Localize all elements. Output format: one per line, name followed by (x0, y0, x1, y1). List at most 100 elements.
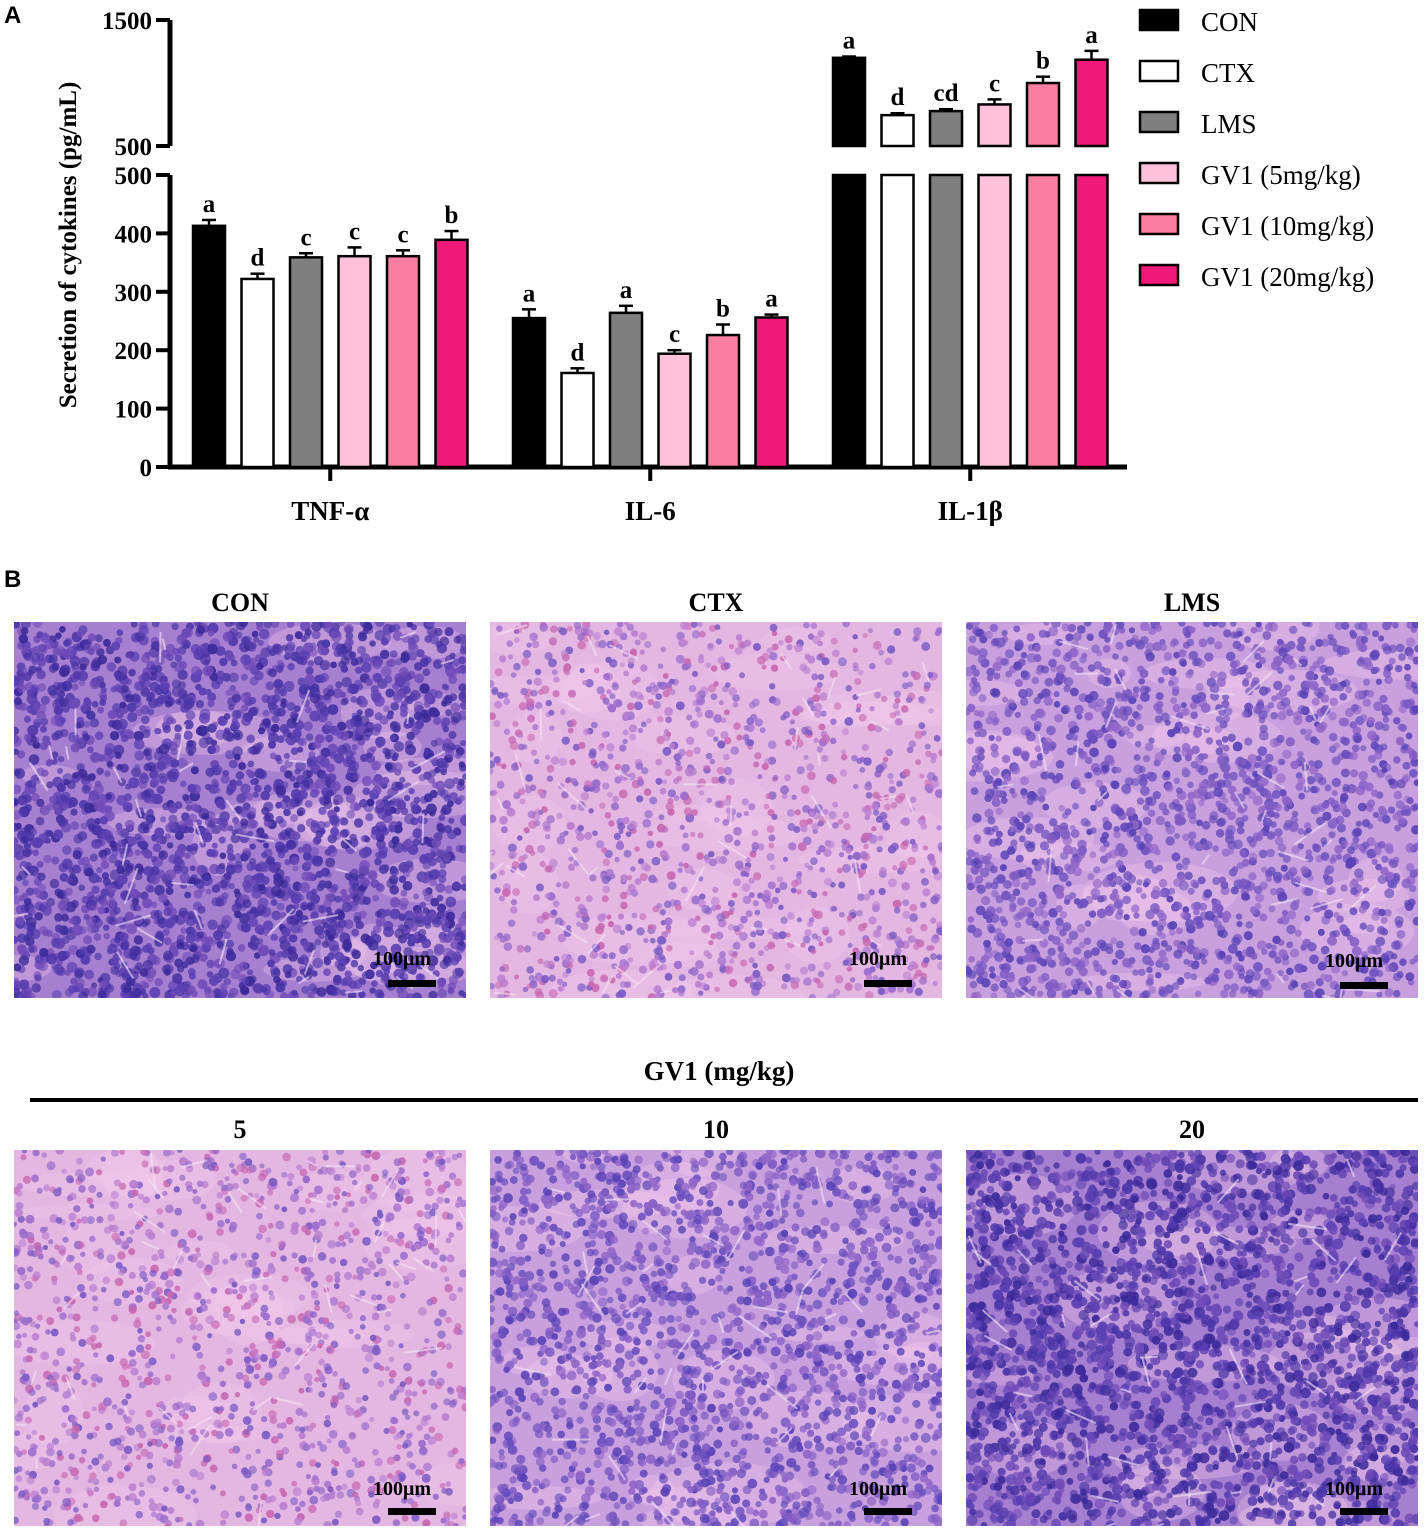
scale-bar-lms (1340, 982, 1388, 989)
significance-letter: a (203, 191, 216, 218)
bar (928, 173, 964, 469)
significance-letter: c (397, 221, 408, 248)
significance-letter: c (349, 218, 360, 245)
scale-bar-gv1-10 (864, 1508, 912, 1515)
significance-letter: a (843, 28, 856, 55)
significance-letter: a (523, 280, 536, 307)
micrograph-title-gv1-5: 5 (233, 1115, 247, 1144)
significance-letter: c (669, 321, 680, 348)
micrograph-title-gv1-10: 10 (703, 1115, 729, 1144)
legend-swatch (1138, 110, 1180, 134)
panel-b-label: B (4, 566, 22, 593)
significance-letter: c (989, 70, 1000, 97)
significance-letter: cd (934, 80, 959, 107)
tissue-texture (966, 1150, 1418, 1526)
significance-letter: c (300, 224, 311, 251)
bar (337, 254, 372, 469)
scale-label-gv1-10: 100μm (849, 1478, 907, 1500)
tissue-texture (14, 622, 466, 998)
micrograph-title-gv1-20: 20 (1179, 1115, 1205, 1144)
bar-layer: a d c c c b a d a c b a a d cd c b a (191, 22, 1109, 469)
bar (191, 224, 227, 469)
bar (608, 311, 644, 469)
y-tick-label: 100 (115, 397, 153, 424)
tissue-texture (14, 1150, 466, 1526)
x-tick-label: IL-1β (938, 496, 1003, 526)
legend-label: GV1 (10mg/kg) (1201, 211, 1374, 241)
legend-label: CTX (1201, 58, 1256, 88)
bar (977, 173, 1012, 469)
tissue-texture (966, 622, 1418, 998)
significance-letter: d (891, 84, 905, 111)
significance-letter: a (1085, 22, 1098, 49)
legend-swatch (1138, 263, 1180, 287)
micrograph-title-ctx: CTX (688, 588, 744, 617)
bar-upper (880, 113, 915, 148)
bar (831, 173, 867, 469)
bar (705, 333, 741, 469)
bar (754, 316, 789, 469)
significance-letter: b (716, 296, 730, 323)
significance-letter: a (620, 277, 633, 304)
bar-upper (977, 103, 1012, 148)
bar-upper (928, 109, 964, 148)
bar (1025, 173, 1061, 469)
bar (511, 316, 547, 469)
legend-swatch (1138, 8, 1180, 32)
micrograph-gv1-5 (14, 1150, 466, 1526)
scale-label-gv1-5: 100μm (373, 1478, 431, 1500)
scale-bar-con (388, 980, 436, 987)
scale-bar-gv1-20 (1340, 1508, 1388, 1515)
scale-bar-ctx (864, 980, 912, 987)
y-tick-label: 500 (115, 163, 153, 190)
micrograph-title-con: CON (211, 588, 269, 617)
tissue-texture (490, 1150, 942, 1526)
bar (880, 173, 915, 469)
micrograph-lms (966, 622, 1418, 998)
legend-swatch (1138, 161, 1180, 185)
legend-layer: CON CTX LMS GV1 (5mg/kg) GV1 (10mg/kg) GV1 (2… (1138, 7, 1374, 292)
significance-letter: a (765, 286, 778, 313)
legend-label: LMS (1201, 109, 1257, 139)
bar (434, 238, 469, 469)
legend-label: GV1 (20mg/kg) (1201, 262, 1374, 292)
scale-bar-gv1-5 (388, 1508, 436, 1515)
y-tick-label: 300 (115, 280, 153, 307)
y-tick-label: 400 (115, 221, 153, 248)
micrograph-ctx (490, 622, 942, 998)
legend-label: CON (1201, 7, 1258, 37)
scale-label-lms: 100μm (1325, 950, 1383, 972)
scale-label-ctx: 100μm (849, 948, 907, 970)
bar (240, 277, 275, 469)
micrograph-con (14, 622, 466, 998)
legend-swatch (1138, 59, 1180, 83)
panel-a-label: A (4, 2, 22, 29)
y-tick-label: 500 (115, 134, 153, 161)
gv1-group-rule (30, 1098, 1418, 1102)
micrograph-gv1-10 (490, 1150, 942, 1526)
x-tick-label: TNF-α (291, 496, 369, 526)
y-tick-label: 1500 (102, 8, 152, 35)
legend-swatch (1138, 212, 1180, 236)
bar-upper (831, 56, 867, 148)
legend-label: GV1 (5mg/kg) (1201, 160, 1361, 190)
y-tick-label: 200 (115, 338, 153, 365)
bar (657, 352, 692, 469)
bar (1074, 173, 1109, 469)
scale-label-gv1-20: 100μm (1325, 1478, 1383, 1500)
significance-letter: b (445, 202, 459, 229)
significance-letter: d (571, 339, 585, 366)
tissue-texture (490, 622, 942, 998)
significance-letter: b (1036, 48, 1050, 75)
y-tick-label: 0 (140, 455, 153, 482)
bar (560, 371, 595, 469)
micrograph-gv1-20 (966, 1150, 1418, 1526)
x-tick-label: IL-6 (625, 496, 676, 526)
gv1-group-title: GV1 (mg/kg) (643, 1056, 795, 1086)
bar-upper (1025, 81, 1061, 148)
significance-letter: d (251, 245, 265, 272)
micrograph-title-lms: LMS (1163, 588, 1221, 617)
scale-label-con: 100μm (373, 948, 431, 970)
